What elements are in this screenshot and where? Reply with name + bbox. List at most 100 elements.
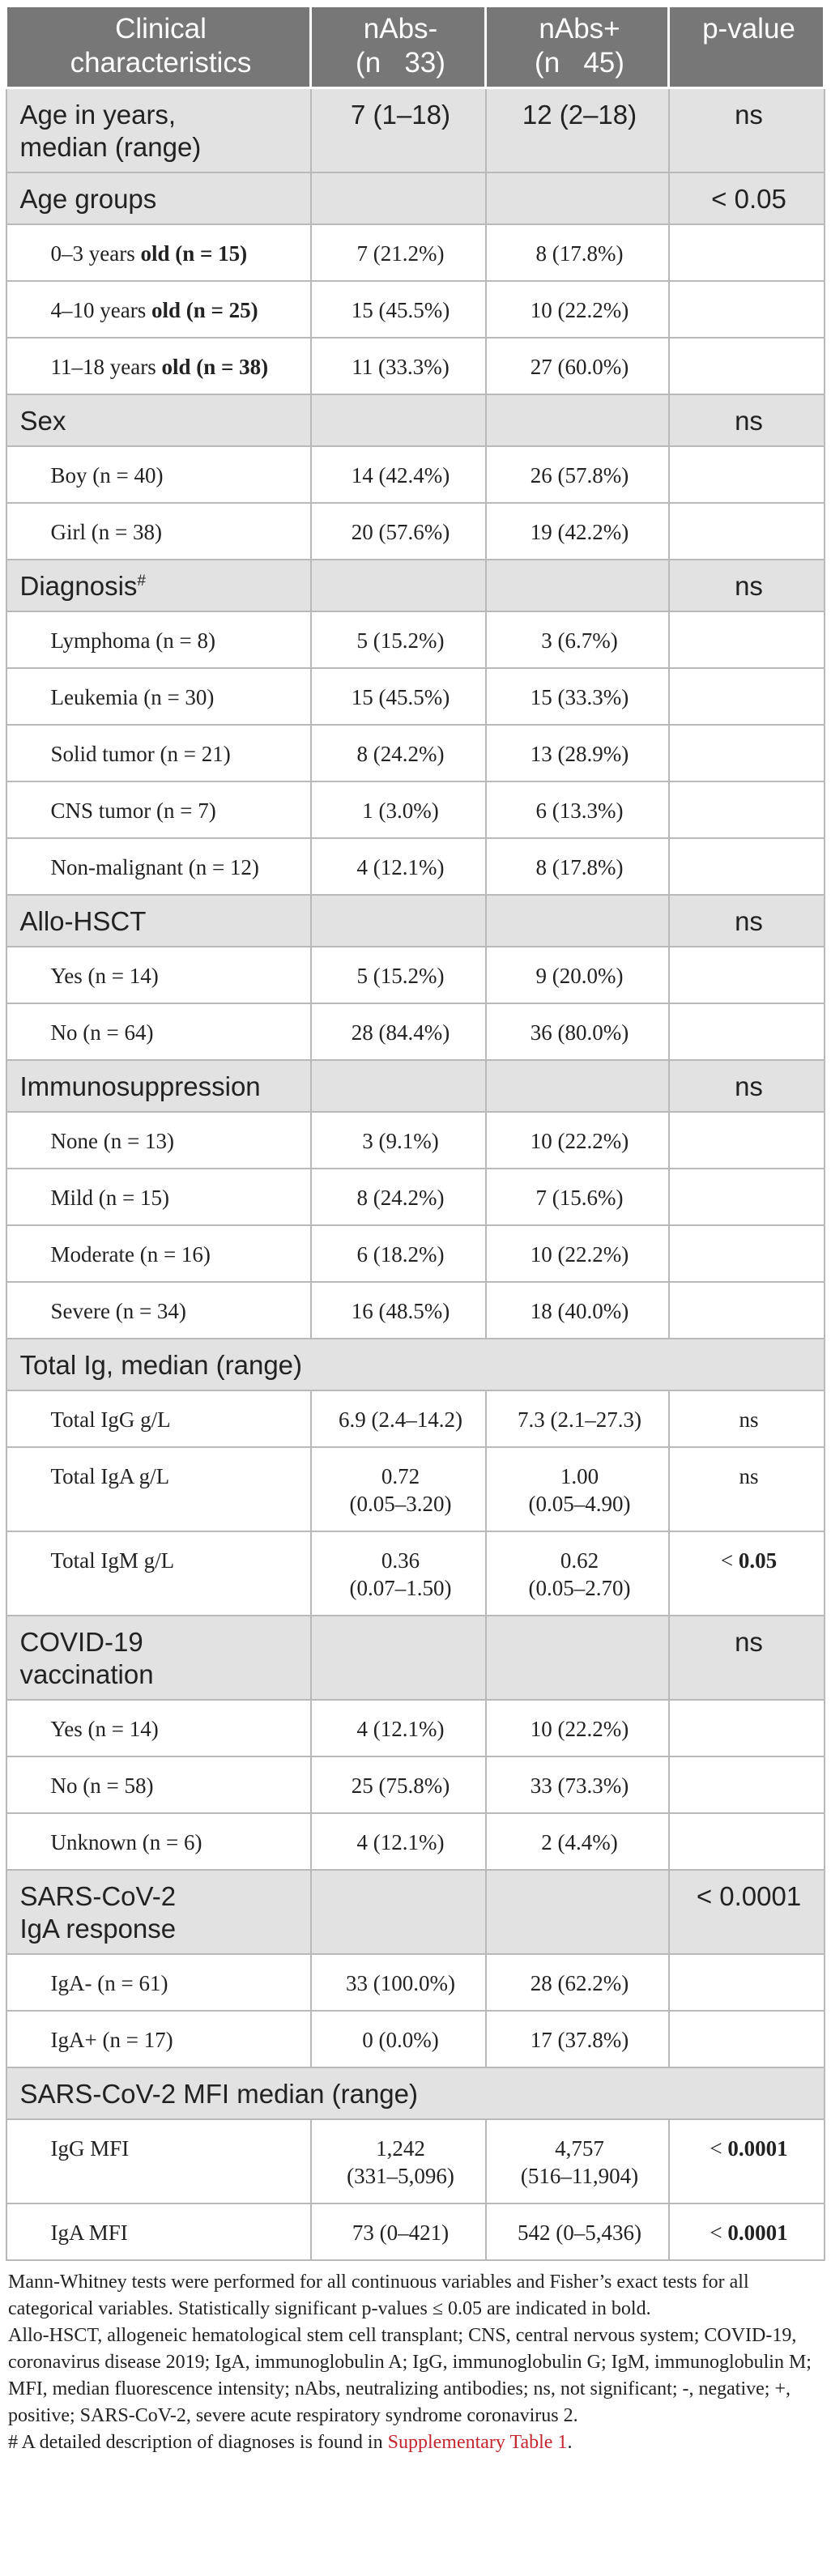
table-row: Solid tumor (n = 21) 8 (24.2%) 13 (28.9%… [5,724,825,782]
table-header-row: Clinical characteristics nAbs- (n 33) nA… [5,5,825,89]
row-label: Unknown (n = 6) [5,1812,312,1871]
table-row: 4–10 years old (n = 25) 15 (45.5%) 10 (2… [5,280,825,338]
group-row-diagnosis: Diagnosis# ns [5,559,825,612]
row-label: IgG MFI [5,2118,312,2204]
group-row-mfi: SARS-CoV-2 MFI median (range) [5,2067,825,2120]
table-row: Leukemia (n = 30) 15 (45.5%) 15 (33.3%) [5,667,825,726]
table-row: IgG MFI 1,242 (331–5,096) 4,757 (516–11,90… [5,2118,825,2204]
table-row: Girl (n = 38) 20 (57.6%) 19 (42.2%) [5,502,825,560]
table-row: No (n = 64) 28 (84.4%) 36 (80.0%) [5,1003,825,1061]
group-label: Sex [5,394,312,447]
group-row-allo-hsct: Allo-HSCT ns [5,894,825,947]
group-label: SARS-CoV-2 MFI median (range) [5,2067,825,2120]
table-row: Total IgM g/L 0.36 (0.07–1.50) 0.62 (0.05–… [5,1531,825,1616]
cell-nabs-positive: 19 (42.2%) [484,502,670,560]
cell-nabs-negative: 0 (0.0%) [309,2010,487,2068]
group-row-age-groups: Age groups < 0.05 [5,172,825,225]
cell-nabs-positive: 10 (22.2%) [484,1699,670,1757]
row-label: Non-malignant (n = 12) [5,837,312,896]
table-row: Boy (n = 40) 14 (42.4%) 26 (57.8%) [5,445,825,504]
cell-nabs-negative: 1,242 (331–5,096) [309,2118,487,2204]
table-row: Yes (n = 14) 5 (15.2%) 9 (20.0%) [5,946,825,1004]
table-row: No (n = 58) 25 (75.8%) 33 (73.3%) [5,1756,825,1814]
cell-nabs-negative: 73 (0–421) [309,2203,487,2261]
row-label: Yes (n = 14) [5,946,312,1004]
table-row: None (n = 13) 3 (9.1%) 10 (22.2%) [5,1111,825,1169]
cell-nabs-positive: 0.62 (0.05–2.70) [484,1531,670,1616]
cell-nabs-negative: 4 (12.1%) [309,837,487,896]
header-nabs-positive: nAbs+ (n 45) [484,5,670,89]
cell-nabs-negative: 6 (18.2%) [309,1224,487,1283]
cell-nabs-negative: 15 (45.5%) [309,280,487,338]
cell-nabs-positive: 2 (4.4%) [484,1812,670,1871]
cell-p-value: < 0.0001 [667,2118,825,2204]
table-row: Lymphoma (n = 8) 5 (15.2%) 3 (6.7%) [5,611,825,669]
table-row: IgA MFI 73 (0–421) 542 (0–5,436) < 0.000… [5,2203,825,2261]
cell-nabs-positive: 33 (73.3%) [484,1756,670,1814]
cell-nabs-negative: 7 (1–18) [309,87,487,173]
row-label: Total IgA g/L [5,1446,312,1532]
table-row: 0–3 years old (n = 15) 7 (21.2%) 8 (17.8… [5,224,825,282]
supplementary-table-link[interactable]: Supplementary Table 1 [387,2432,568,2453]
table-row: Total IgA g/L 0.72 (0.05–3.20) 1.00 (0.05–… [5,1446,825,1532]
cell-nabs-positive: 10 (22.2%) [484,1224,670,1283]
cell-nabs-positive: 28 (62.2%) [484,1953,670,2012]
cell-nabs-negative: 0.72 (0.05–3.20) [309,1446,487,1532]
row-label: IgA+ (n = 17) [5,2010,312,2068]
table-row: Yes (n = 14) 4 (12.1%) 10 (22.2%) [5,1699,825,1757]
footnote-abbreviations: Allo-HSCT, allogeneic hematological stem… [8,2325,812,2426]
cell-nabs-negative: 11 (33.3%) [309,337,487,395]
table-row: Unknown (n = 6) 4 (12.1%) 2 (4.4%) [5,1812,825,1871]
group-label: SARS-CoV-2 IgA response [5,1869,312,1955]
cell-p-value: < 0.0001 [667,2203,825,2261]
cell-nabs-negative: 20 (57.6%) [309,502,487,560]
footnote-diagnosis: # A detailed description of diagnoses is… [8,2432,573,2453]
cell-nabs-negative: 5 (15.2%) [309,611,487,669]
cell-nabs-negative: 8 (24.2%) [309,724,487,782]
cell-nabs-positive: 9 (20.0%) [484,946,670,1004]
row-label: Girl (n = 38) [5,502,312,560]
table-row: Severe (n = 34) 16 (48.5%) 18 (40.0%) [5,1281,825,1339]
cell-p-value: ns [667,1615,825,1701]
row-label: Solid tumor (n = 21) [5,724,312,782]
cell-nabs-positive: 542 (0–5,436) [484,2203,670,2261]
cell-nabs-positive: 12 (2–18) [484,87,670,173]
cell-nabs-negative: 25 (75.8%) [309,1756,487,1814]
cell-p-value: ns [667,87,825,173]
table-row: Total IgG g/L 6.9 (2.4–14.2) 7.3 (2.1–27… [5,1390,825,1448]
table-row: Moderate (n = 16) 6 (18.2%) 10 (22.2%) [5,1224,825,1283]
row-label: Severe (n = 34) [5,1281,312,1339]
table-row: IgA+ (n = 17) 0 (0.0%) 17 (37.8%) [5,2010,825,2068]
cell-nabs-negative: 16 (48.5%) [309,1281,487,1339]
cell-nabs-negative: 5 (15.2%) [309,946,487,1004]
row-label: No (n = 58) [5,1756,312,1814]
table-footnotes: Mann-Whitney tests were performed for al… [5,2269,823,2456]
cell-nabs-positive: 7 (15.6%) [484,1168,670,1226]
group-label: Age in years, median (range) [5,87,312,173]
clinical-characteristics-table: Clinical characteristics nAbs- (n 33) nA… [5,5,825,2261]
group-row-sex: Sex ns [5,394,825,447]
cell-nabs-positive: 13 (28.9%) [484,724,670,782]
cell-p-value: < 0.0001 [667,1869,825,1955]
row-label: 4–10 years old (n = 25) [5,280,312,338]
row-label: Yes (n = 14) [5,1699,312,1757]
cell-p-value: ns [667,394,825,447]
row-label: Leukemia (n = 30) [5,667,312,726]
cell-nabs-positive: 18 (40.0%) [484,1281,670,1339]
footnote-methods: Mann-Whitney tests were performed for al… [8,2272,749,2319]
group-label: Allo-HSCT [5,894,312,947]
group-label: Total Ig, median (range) [5,1338,825,1391]
cell-nabs-positive: 10 (22.2%) [484,1111,670,1169]
cell-nabs-positive: 6 (13.3%) [484,781,670,839]
row-label: None (n = 13) [5,1111,312,1169]
cell-nabs-negative: 0.36 (0.07–1.50) [309,1531,487,1616]
row-label: 0–3 years old (n = 15) [5,224,312,282]
group-label: Immunosuppression [5,1059,312,1113]
header-p-value: p-value [667,5,825,89]
cell-p-value: ns [667,894,825,947]
cell-p-value: < 0.05 [667,172,825,225]
group-label: Diagnosis# [5,559,312,612]
table-row: 11–18 years old (n = 38) 11 (33.3%) 27 (… [5,337,825,395]
cell-nabs-negative: 4 (12.1%) [309,1812,487,1871]
cell-nabs-negative: 14 (42.4%) [309,445,487,504]
